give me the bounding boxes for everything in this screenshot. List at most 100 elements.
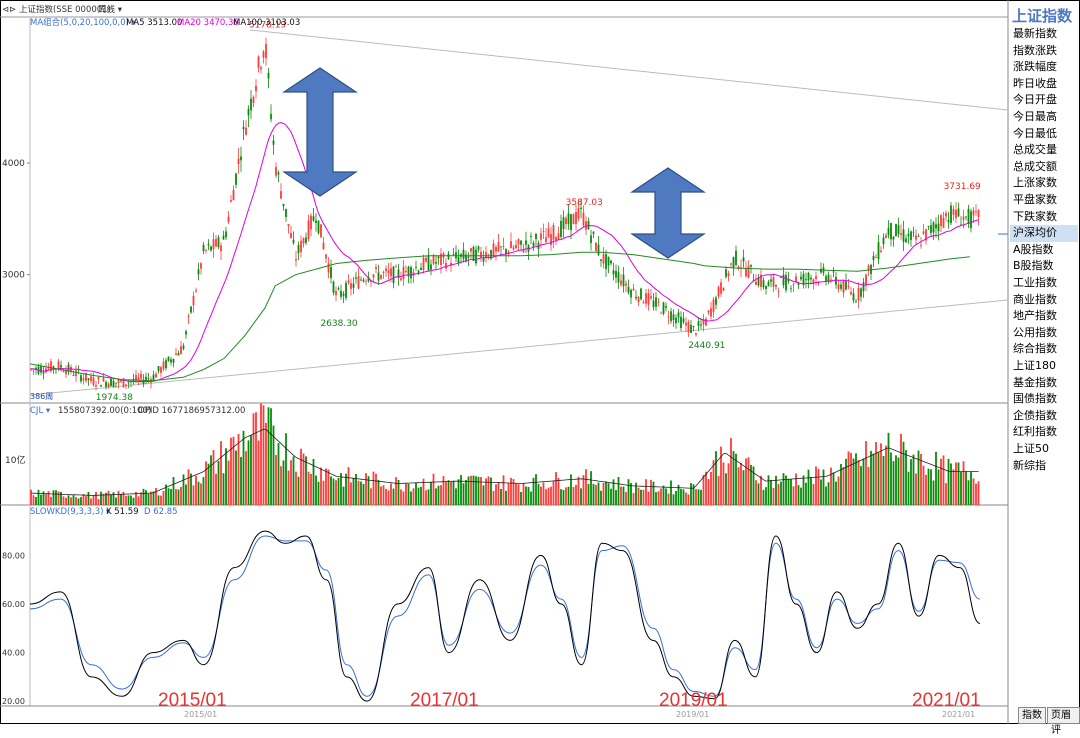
volume-bar bbox=[482, 485, 485, 505]
candle-body bbox=[350, 283, 352, 289]
candle-body bbox=[567, 213, 570, 225]
candle-body bbox=[167, 356, 170, 361]
candle-body bbox=[197, 269, 200, 275]
sidebar-item[interactable]: 平盘家数 bbox=[1013, 193, 1057, 206]
candle-body bbox=[212, 239, 215, 250]
candle-body bbox=[75, 370, 77, 377]
candle-body bbox=[940, 215, 942, 227]
tab-index[interactable]: 指数 bbox=[1018, 707, 1046, 724]
volume-bar bbox=[762, 489, 765, 505]
sidebar-item[interactable]: 今日最高 bbox=[1013, 110, 1057, 123]
double-arrow-icon bbox=[282, 67, 358, 197]
candle-body bbox=[425, 257, 427, 262]
volume-bar bbox=[457, 479, 460, 505]
candle-body bbox=[670, 311, 672, 322]
candle-body bbox=[860, 288, 862, 297]
candle-body bbox=[310, 215, 312, 230]
volume-bar bbox=[850, 452, 852, 505]
volume-bar bbox=[947, 458, 950, 505]
candle-body bbox=[545, 237, 547, 243]
candle-body bbox=[815, 276, 817, 280]
sidebar-item[interactable]: 上证180 bbox=[1013, 359, 1056, 372]
tab-comments[interactable]: 页眉评 bbox=[1047, 707, 1080, 736]
candle-body bbox=[887, 227, 890, 236]
candle-body bbox=[105, 381, 107, 387]
sidebar-item[interactable]: 国债指数 bbox=[1013, 392, 1057, 406]
volume-bar bbox=[105, 492, 107, 505]
candle-body bbox=[582, 212, 585, 226]
volume-bar bbox=[232, 436, 235, 505]
sidebar-item[interactable]: 沪深均价 bbox=[1010, 225, 1078, 242]
candle-body bbox=[947, 219, 950, 223]
volume-bar bbox=[902, 441, 905, 505]
volume-bar bbox=[442, 476, 445, 505]
candle-body bbox=[120, 380, 122, 382]
volume-bar bbox=[277, 443, 280, 505]
sidebar-item[interactable]: 昨日收盘 bbox=[1013, 76, 1057, 90]
volume-bar bbox=[410, 491, 412, 505]
candle-body bbox=[162, 361, 165, 369]
volume-bar bbox=[500, 489, 502, 505]
sidebar-item[interactable]: 上证50 bbox=[1013, 442, 1049, 455]
sidebar-item[interactable]: 下跌家数 bbox=[1013, 209, 1057, 223]
volume-bar bbox=[870, 450, 872, 505]
sidebar-item[interactable]: 指数涨跌 bbox=[1013, 43, 1057, 57]
price-annotation: 5178.19 bbox=[249, 21, 286, 31]
volume-bar bbox=[965, 471, 967, 505]
volume-bar bbox=[520, 491, 522, 505]
candle-body bbox=[637, 297, 640, 303]
candle-body bbox=[100, 385, 102, 387]
candle-body bbox=[482, 257, 485, 262]
candle-body bbox=[277, 172, 280, 175]
volume-bar bbox=[265, 423, 267, 505]
candle-body bbox=[760, 274, 762, 287]
sidebar-item[interactable]: 商业指数 bbox=[1013, 292, 1057, 306]
volume-bar bbox=[440, 485, 442, 505]
sidebar-item[interactable]: 新综指 bbox=[1013, 458, 1046, 472]
candle-body bbox=[580, 207, 582, 209]
candle-body bbox=[190, 306, 192, 313]
sidebar-item[interactable]: 公用指数 bbox=[1013, 325, 1057, 339]
sidebar-item[interactable]: 企债指数 bbox=[1013, 408, 1057, 422]
volume-bar bbox=[927, 468, 930, 505]
volume-bar bbox=[535, 474, 537, 505]
candle-body bbox=[577, 208, 580, 219]
sidebar-item[interactable]: 总成交量 bbox=[1013, 143, 1057, 157]
candle-body bbox=[475, 249, 477, 264]
candle-body bbox=[345, 282, 347, 298]
candle-body bbox=[742, 257, 745, 262]
volume-bar bbox=[292, 456, 295, 505]
sidebar-item[interactable]: 工业指数 bbox=[1013, 276, 1057, 289]
volume-bar bbox=[932, 480, 935, 505]
sidebar-item[interactable]: 最新指数 bbox=[1013, 27, 1057, 40]
volume-bar bbox=[832, 472, 835, 505]
sidebar-item[interactable]: 红利指数 bbox=[1013, 425, 1057, 439]
candle-body bbox=[672, 314, 675, 321]
candle-body bbox=[535, 234, 537, 240]
volume-bar bbox=[112, 492, 115, 505]
sidebar-item[interactable]: 综合指数 bbox=[1013, 342, 1057, 356]
sidebar-item[interactable]: 总成交额 bbox=[1013, 159, 1057, 173]
volume-bar bbox=[917, 450, 920, 505]
sidebar-item[interactable]: 基金指数 bbox=[1013, 375, 1057, 389]
volume-bar bbox=[625, 492, 627, 505]
volume-bar bbox=[977, 481, 980, 505]
volume-bar bbox=[170, 489, 172, 505]
volume-bar bbox=[532, 477, 535, 505]
double-arrow-icon bbox=[630, 167, 706, 259]
sidebar-item[interactable]: 地产指数 bbox=[1013, 309, 1057, 323]
sidebar-item[interactable]: 今日最低 bbox=[1013, 126, 1057, 140]
volume-bar bbox=[710, 471, 712, 505]
sidebar-item[interactable]: 今日开盘 bbox=[1013, 93, 1057, 107]
volume-bar bbox=[115, 497, 117, 505]
candle-body bbox=[90, 376, 92, 382]
volume-bar bbox=[830, 467, 832, 505]
sidebar-item[interactable]: 涨跌幅度 bbox=[1013, 60, 1057, 74]
candle-body bbox=[827, 274, 830, 283]
volume-bar bbox=[912, 454, 915, 505]
candle-body bbox=[725, 269, 727, 277]
sidebar-item[interactable]: A股指数 bbox=[1013, 242, 1054, 256]
sidebar-item[interactable]: 上涨家数 bbox=[1013, 176, 1057, 190]
candle-body bbox=[872, 255, 875, 261]
sidebar-item[interactable]: B股指数 bbox=[1013, 259, 1054, 273]
